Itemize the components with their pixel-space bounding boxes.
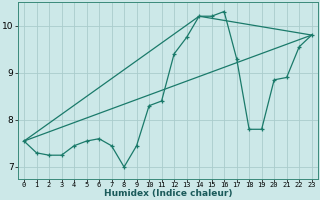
X-axis label: Humidex (Indice chaleur): Humidex (Indice chaleur) (104, 189, 232, 198)
